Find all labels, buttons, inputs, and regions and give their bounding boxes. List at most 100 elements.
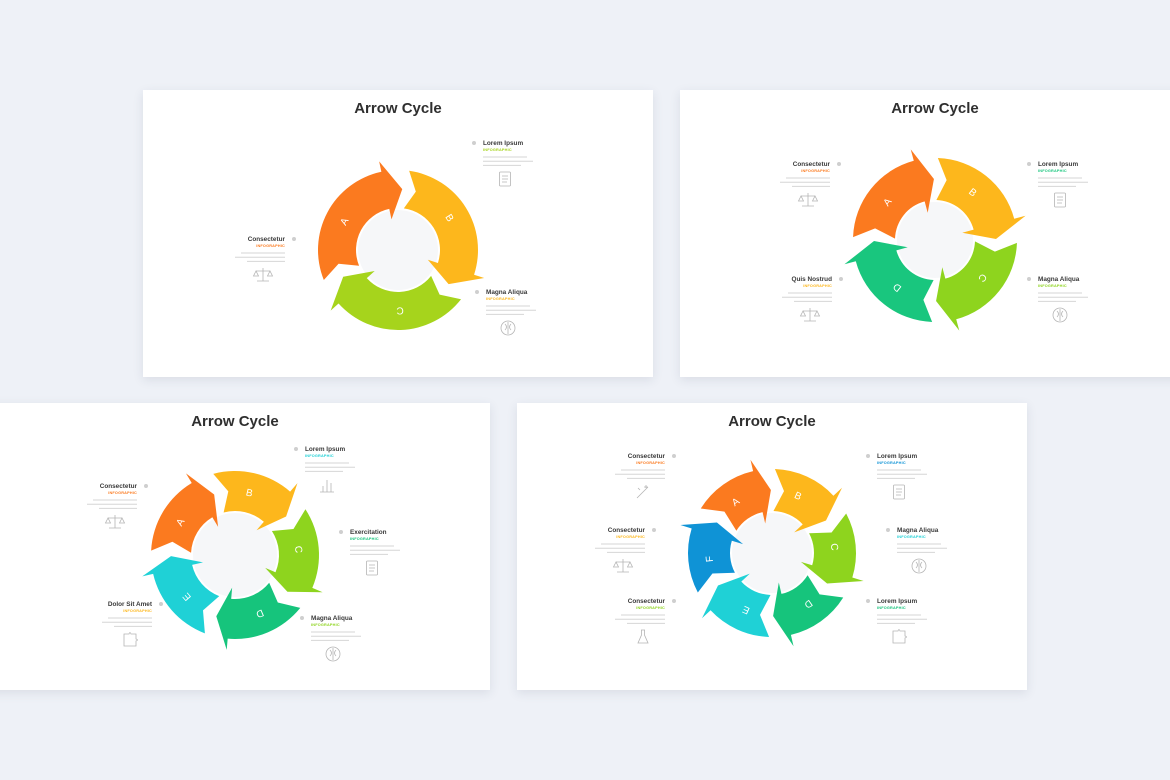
arrow-segment-a: A bbox=[151, 473, 219, 553]
brain-icon bbox=[911, 558, 927, 574]
caption-title: Consectetur bbox=[793, 161, 831, 168]
caption-subtitle: INFOGRAPHIC bbox=[486, 297, 515, 301]
arrow-segment-c: C bbox=[265, 509, 323, 593]
captions: ConsecteturINFOGRAPHICConsecteturINFOGRA… bbox=[595, 453, 947, 644]
arrow-shape bbox=[265, 509, 323, 593]
caption-dot bbox=[837, 162, 841, 166]
arrow-shape bbox=[800, 513, 864, 584]
arrow-shape bbox=[700, 459, 771, 531]
cycle-diagram: A B C bbox=[318, 161, 485, 330]
caption-subtitle: INFOGRAPHIC bbox=[1038, 169, 1067, 173]
slide-title: Arrow Cycle bbox=[728, 413, 816, 430]
segment-letter: C bbox=[396, 304, 404, 315]
arrow-shape bbox=[213, 470, 298, 531]
clipboard-icon bbox=[893, 484, 905, 500]
segment-letter: A bbox=[339, 216, 352, 227]
caption-subtitle: INFOGRAPHIC bbox=[256, 244, 285, 248]
slide-title: Arrow Cycle bbox=[191, 413, 279, 430]
arrow-segment-a: A bbox=[318, 161, 403, 280]
caption-dot bbox=[339, 530, 343, 534]
arrow-shape bbox=[318, 161, 403, 280]
puzzle-icon bbox=[892, 629, 907, 644]
caption-title: Consectetur bbox=[628, 598, 666, 605]
cycle-center bbox=[358, 210, 438, 290]
scale-icon bbox=[797, 193, 819, 207]
arrow-segment-b: B bbox=[213, 470, 298, 531]
scale-icon bbox=[252, 268, 274, 282]
arrow-segment-c: C bbox=[936, 241, 1017, 331]
caption-title: Lorem Ipsum bbox=[877, 453, 917, 460]
caption-dot bbox=[475, 290, 479, 294]
cycle-center bbox=[897, 202, 973, 278]
scale-icon bbox=[104, 515, 126, 529]
arrow-segment-c: C bbox=[800, 513, 864, 584]
segment-letter: A bbox=[175, 517, 188, 529]
caption-title: Lorem Ipsum bbox=[483, 140, 523, 147]
arrow-segment-a: A bbox=[700, 459, 771, 531]
arrow-segment-b: B bbox=[773, 469, 843, 533]
arrow-shape bbox=[936, 158, 1026, 239]
brain-icon bbox=[1052, 307, 1068, 323]
caption-dot bbox=[839, 277, 843, 281]
arrow-shape bbox=[330, 270, 462, 330]
caption-title: Consectetur bbox=[608, 527, 646, 534]
caption-dot bbox=[292, 237, 296, 241]
caption-subtitle: INFOGRAPHIC bbox=[877, 461, 906, 465]
caption-title: Magna Aliqua bbox=[1038, 276, 1080, 283]
caption-dot bbox=[472, 141, 476, 145]
caption-dot bbox=[1027, 277, 1031, 281]
segment-letter: B bbox=[245, 488, 254, 500]
arrow-segment-e: E bbox=[142, 556, 220, 634]
caption-dot bbox=[294, 447, 298, 451]
scale-icon bbox=[612, 559, 634, 573]
caption-dot bbox=[1027, 162, 1031, 166]
brain-icon bbox=[500, 320, 516, 336]
arrow-shape bbox=[216, 582, 301, 650]
arrow-segment-d: D bbox=[773, 575, 844, 647]
caption-subtitle: INFOGRAPHIC bbox=[123, 609, 152, 613]
slide-title: Arrow Cycle bbox=[354, 100, 442, 117]
brain-icon bbox=[325, 646, 341, 662]
caption-dot bbox=[866, 454, 870, 458]
caption-title: Consectetur bbox=[628, 453, 666, 460]
caption-subtitle: INFOGRAPHIC bbox=[311, 623, 340, 627]
slide-title: Arrow Cycle bbox=[891, 100, 979, 117]
arrow-segment-c: C bbox=[330, 270, 462, 330]
arrow-segment-d: D bbox=[216, 582, 301, 650]
caption-dot bbox=[159, 602, 163, 606]
arrow-shape bbox=[853, 149, 934, 239]
scale-icon bbox=[799, 308, 821, 322]
caption-dot bbox=[866, 599, 870, 603]
arrow-shape bbox=[701, 573, 771, 637]
caption-dot bbox=[652, 528, 656, 532]
caption-dot bbox=[886, 528, 890, 532]
arrow-shape bbox=[936, 241, 1017, 331]
caption-title: Exercitation bbox=[350, 529, 387, 536]
arrow-shape bbox=[142, 556, 220, 634]
caption-subtitle: INFOGRAPHIC bbox=[636, 606, 665, 610]
cycle-center bbox=[732, 513, 812, 593]
caption-subtitle: INFOGRAPHIC bbox=[803, 284, 832, 288]
arrow-shape bbox=[680, 522, 744, 593]
segment-letter: B bbox=[792, 490, 803, 503]
caption-dot bbox=[672, 454, 676, 458]
arrow-segment-e: E bbox=[701, 573, 771, 637]
caption-subtitle: INFOGRAPHIC bbox=[897, 535, 926, 539]
caption-subtitle: INFOGRAPHIC bbox=[877, 606, 906, 610]
segment-letter: D bbox=[254, 607, 265, 620]
